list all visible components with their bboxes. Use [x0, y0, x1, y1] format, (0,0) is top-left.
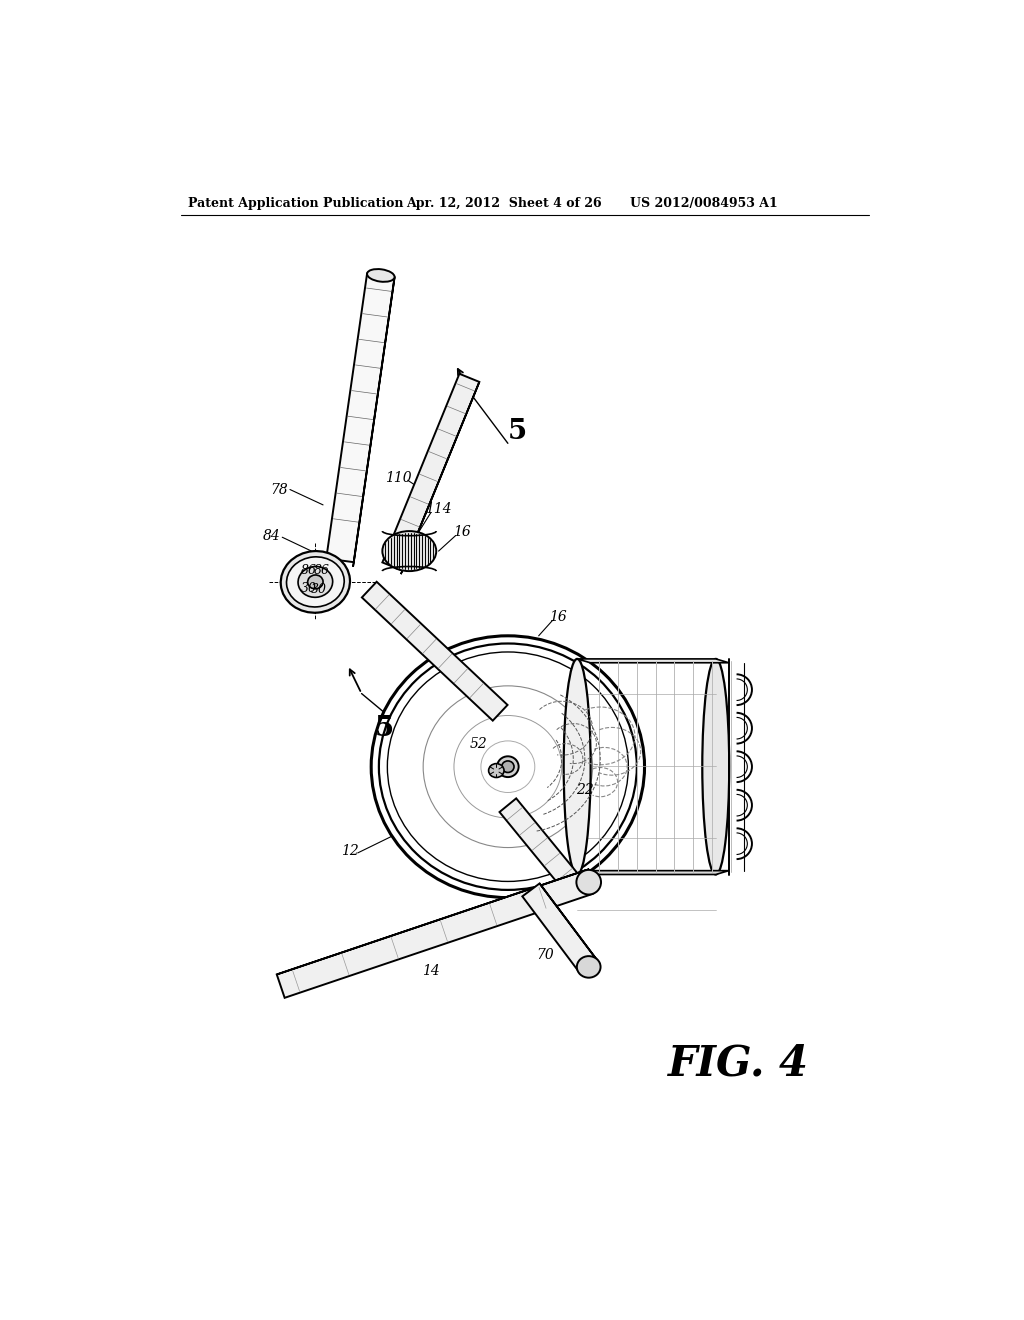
Ellipse shape — [307, 576, 323, 589]
Text: 5: 5 — [375, 714, 394, 742]
Text: US 2012/0084953 A1: US 2012/0084953 A1 — [630, 197, 777, 210]
Ellipse shape — [387, 652, 629, 882]
Text: 114: 114 — [425, 502, 452, 516]
Polygon shape — [276, 870, 593, 998]
Text: 110: 110 — [385, 471, 412, 484]
Text: 12: 12 — [341, 845, 358, 858]
Text: Apr. 12, 2012  Sheet 4 of 26: Apr. 12, 2012 Sheet 4 of 26 — [407, 197, 602, 210]
Text: 52: 52 — [470, 737, 487, 751]
Ellipse shape — [577, 870, 601, 895]
Text: 16: 16 — [549, 610, 567, 623]
Polygon shape — [400, 381, 479, 574]
Polygon shape — [382, 374, 479, 570]
Ellipse shape — [488, 763, 504, 777]
Ellipse shape — [298, 566, 333, 598]
Polygon shape — [522, 883, 597, 973]
Ellipse shape — [379, 644, 637, 890]
Ellipse shape — [481, 741, 535, 792]
Ellipse shape — [371, 636, 644, 898]
Ellipse shape — [382, 531, 436, 572]
Polygon shape — [327, 273, 394, 562]
Text: 78: 78 — [270, 483, 288, 496]
Ellipse shape — [287, 557, 344, 607]
Text: 5: 5 — [508, 418, 527, 445]
Polygon shape — [276, 869, 589, 974]
Polygon shape — [353, 277, 394, 566]
Ellipse shape — [563, 659, 591, 874]
Text: 84: 84 — [262, 529, 281, 543]
Text: 70: 70 — [536, 948, 554, 962]
Text: 30: 30 — [311, 583, 328, 597]
Polygon shape — [578, 659, 729, 663]
Text: 30: 30 — [301, 582, 317, 594]
Ellipse shape — [423, 686, 593, 847]
Polygon shape — [361, 582, 508, 721]
Text: Patent Application Publication: Patent Application Publication — [188, 197, 403, 210]
Text: FIG. 4: FIG. 4 — [669, 1043, 809, 1084]
Ellipse shape — [577, 956, 600, 978]
Polygon shape — [500, 799, 586, 896]
Ellipse shape — [502, 760, 514, 772]
Ellipse shape — [367, 269, 394, 281]
Ellipse shape — [497, 756, 518, 777]
Text: 86: 86 — [301, 564, 317, 577]
Text: 22: 22 — [575, 783, 594, 797]
Text: 86: 86 — [313, 564, 330, 577]
Text: 16: 16 — [453, 525, 471, 539]
Polygon shape — [578, 871, 729, 874]
Polygon shape — [540, 883, 600, 964]
Ellipse shape — [702, 659, 729, 874]
Ellipse shape — [454, 715, 562, 818]
Ellipse shape — [281, 550, 350, 612]
Text: 14: 14 — [422, 964, 439, 978]
